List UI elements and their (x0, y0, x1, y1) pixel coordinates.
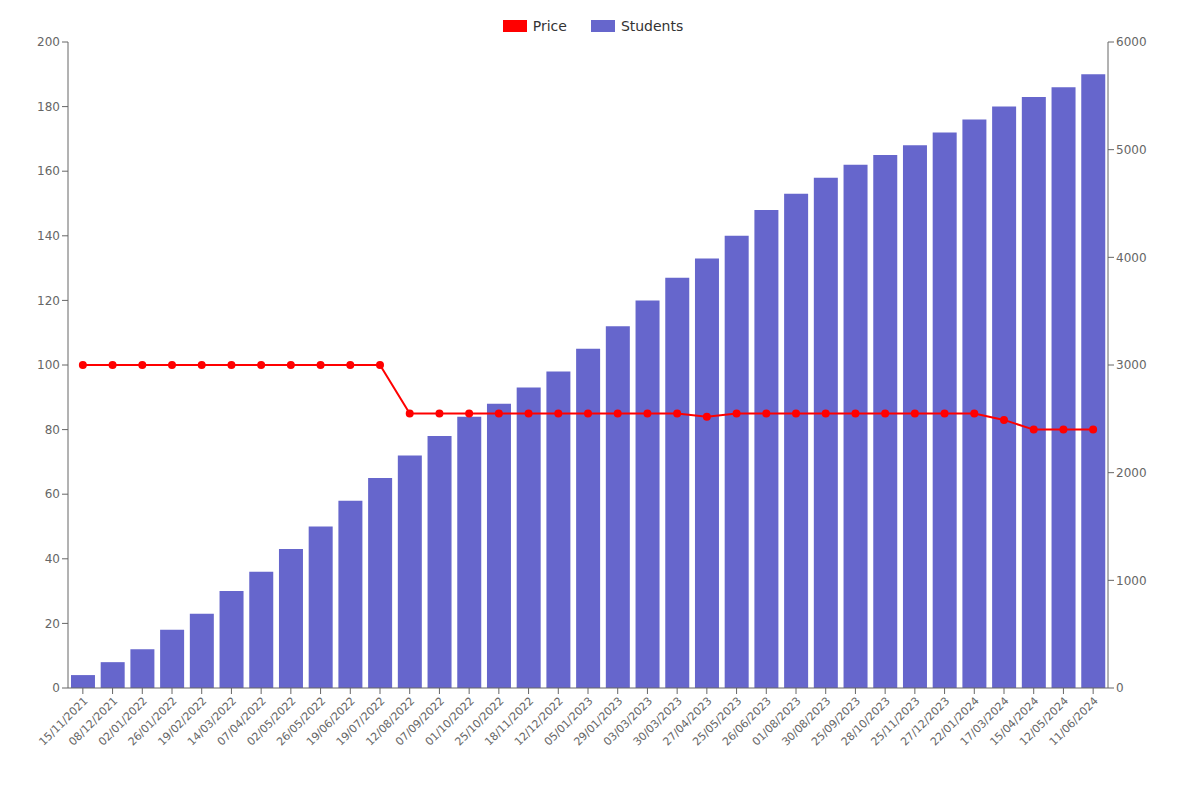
svg-text:120: 120 (37, 294, 60, 308)
svg-text:200: 200 (37, 35, 60, 49)
svg-text:25/11/2023: 25/11/2023 (868, 694, 923, 749)
svg-text:05/01/2023: 05/01/2023 (541, 694, 596, 749)
svg-text:4000: 4000 (1116, 251, 1147, 265)
svg-text:27/12/2023: 27/12/2023 (898, 694, 953, 749)
svg-text:11/06/2024: 11/06/2024 (1047, 694, 1101, 748)
svg-text:12/05/2024: 12/05/2024 (1017, 694, 1072, 749)
svg-text:18/11/2022: 18/11/2022 (482, 694, 537, 749)
svg-text:180: 180 (37, 100, 60, 114)
svg-text:19/06/2022: 19/06/2022 (303, 694, 358, 749)
svg-text:07/04/2022: 07/04/2022 (214, 694, 269, 749)
html-text:Students: Students (620, 18, 684, 34)
svg-text:3000: 3000 (1116, 358, 1147, 372)
html-text:Price: Price (532, 18, 567, 34)
svg-text:26/06/2023: 26/06/2023 (719, 694, 774, 749)
svg-text:02/05/2022: 02/05/2022 (244, 694, 299, 749)
svg-text:1000: 1000 (1116, 574, 1147, 588)
svg-text:01/10/2022: 01/10/2022 (422, 694, 477, 749)
svg-text:0: 0 (1116, 681, 1124, 695)
svg-text:19/02/2022: 19/02/2022 (155, 694, 210, 749)
svg-text:26/01/2022: 26/01/2022 (125, 694, 180, 749)
svg-text:17/03/2024: 17/03/2024 (957, 694, 1012, 749)
svg-text:15/11/2021: 15/11/2021 (36, 694, 91, 749)
svg-text:28/10/2023: 28/10/2023 (838, 694, 893, 749)
svg-text:40: 40 (45, 552, 60, 566)
svg-text:03/03/2023: 03/03/2023 (601, 694, 656, 749)
svg-text:160: 160 (37, 164, 60, 178)
svg-text:2000: 2000 (1116, 466, 1147, 480)
svg-text:30/03/2023: 30/03/2023 (630, 694, 685, 749)
svg-text:27/04/2023: 27/04/2023 (660, 694, 715, 749)
svg-text:29/01/2023: 29/01/2023 (571, 694, 626, 749)
svg-text:6000: 6000 (1116, 35, 1147, 49)
svg-text:30/08/2023: 30/08/2023 (779, 694, 834, 749)
svg-text:25/09/2023: 25/09/2023 (809, 694, 864, 749)
svg-text:19/07/2022: 19/07/2022 (333, 694, 388, 749)
svg-text:100: 100 (37, 358, 60, 372)
svg-text:07/09/2022: 07/09/2022 (393, 694, 448, 749)
svg-text:26/05/2022: 26/05/2022 (274, 694, 329, 749)
svg-text:80: 80 (45, 423, 60, 437)
svg-text:01/08/2023: 01/08/2023 (749, 694, 804, 749)
svg-text:25/05/2023: 25/05/2023 (690, 694, 745, 749)
svg-text:02/01/2022: 02/01/2022 (95, 694, 150, 749)
svg-text:08/12/2021: 08/12/2021 (66, 694, 121, 749)
svg-text:22/01/2024: 22/01/2024 (927, 694, 982, 749)
svg-text:60: 60 (45, 487, 60, 501)
svg-text:25/10/2022: 25/10/2022 (452, 694, 507, 749)
svg-text:14/03/2022: 14/03/2022 (185, 694, 240, 749)
svg-text:5000: 5000 (1116, 143, 1147, 157)
svg-text:140: 140 (37, 229, 60, 243)
svg-text:20: 20 (45, 617, 60, 631)
svg-text:15/04/2024: 15/04/2024 (987, 694, 1042, 749)
svg-text:12/08/2022: 12/08/2022 (363, 694, 418, 749)
svg-text:12/12/2022: 12/12/2022 (511, 694, 566, 749)
svg-text:0: 0 (52, 681, 60, 695)
